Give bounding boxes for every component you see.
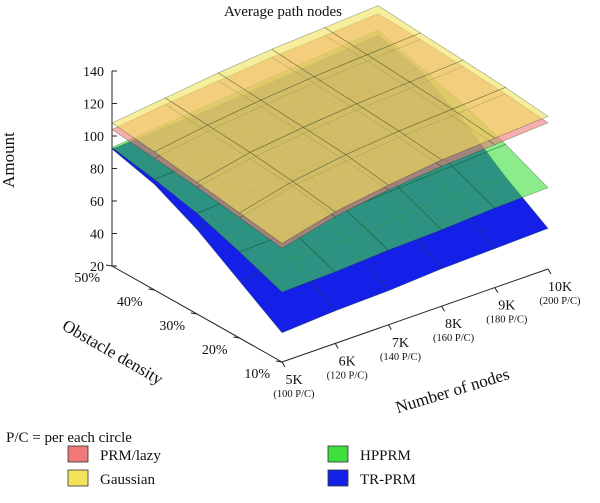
- legend-item: Gaussian: [67, 469, 155, 488]
- legend-swatch: [67, 445, 89, 463]
- nodes-tick-sublabel: (140 P/C): [380, 352, 422, 363]
- nodes-tick-mark: [494, 287, 499, 293]
- nodes-tick-mark: [441, 305, 446, 312]
- legend: PRM/lazy HPPRM Gaussian TR-PRM: [67, 445, 416, 488]
- nodes-tick-sublabel: (120 P/C): [327, 370, 369, 381]
- legend-swatch: [327, 469, 349, 487]
- nodes-tick-sublabel: (160 P/C): [433, 333, 475, 344]
- surfaces: [111, 5, 549, 334]
- surface-gaussian: [111, 5, 549, 244]
- density-axis-title: Obstacle density: [59, 316, 167, 389]
- nodes-tick-label: 7K: [392, 336, 409, 351]
- density-tick-label: 30%: [159, 319, 185, 334]
- density-tick-mark: [105, 264, 113, 267]
- z-tick-label: 80: [90, 163, 104, 178]
- surface-cell: [451, 87, 549, 139]
- z-tick-label: 20: [90, 260, 104, 275]
- legend-label: HPPRM: [360, 448, 411, 464]
- nodes-tick-label: 10K: [548, 280, 572, 295]
- legend-swatch: [327, 445, 349, 463]
- z-tick-label: 40: [90, 228, 104, 243]
- density-tick-mark: [148, 288, 155, 291]
- nodes-tick-sublabel: (180 P/C): [486, 315, 528, 326]
- z-tick-label: 60: [90, 195, 104, 210]
- z-tick-label: 100: [83, 130, 104, 145]
- surface-cell: [451, 143, 549, 209]
- nodes-tick-label: 8K: [445, 317, 462, 332]
- density-tick-label: 40%: [117, 295, 143, 310]
- density-tick-label: 10%: [244, 367, 270, 382]
- legend-swatch: [67, 469, 89, 487]
- legend-item: TR-PRM: [327, 469, 416, 488]
- nodes-tick-mark: [387, 324, 392, 331]
- legend-label: PRM/lazy: [100, 448, 161, 464]
- density-tick-mark: [190, 312, 198, 315]
- chart-title: Average path nodes: [224, 4, 342, 20]
- nodes-axis-title: Number of nodes: [393, 364, 511, 417]
- nodes-tick-sublabel: (100 P/C): [273, 389, 315, 400]
- legend-label: TR-PRM: [360, 472, 416, 488]
- density-tick-label: 50%: [74, 271, 100, 286]
- nodes-tick-label: 9K: [498, 299, 515, 314]
- nodes-tick-mark: [547, 268, 552, 275]
- legend-label: Gaussian: [100, 472, 155, 488]
- legend-item: PRM/lazy: [67, 445, 161, 464]
- density-tick-mark: [275, 360, 283, 363]
- z-tick-label: 120: [83, 98, 104, 113]
- legend-item: HPPRM: [327, 445, 411, 464]
- nodes-tick-sublabel: (200 P/C): [539, 296, 581, 307]
- z-tick-label: 140: [83, 65, 104, 80]
- density-tick-mark: [233, 336, 240, 339]
- nodes-tick-mark: [334, 343, 339, 349]
- nodes-tick-label: 5K: [285, 373, 302, 388]
- nodes-axis-line: [281, 268, 549, 363]
- nodes-tick-mark: [281, 361, 286, 368]
- nodes-tick-label: 6K: [339, 354, 356, 369]
- surface-cell: [409, 59, 507, 110]
- z-axis-title: Amount: [0, 132, 18, 188]
- density-tick-label: 20%: [202, 343, 228, 358]
- legend-note: P/C = per each circle: [6, 430, 132, 446]
